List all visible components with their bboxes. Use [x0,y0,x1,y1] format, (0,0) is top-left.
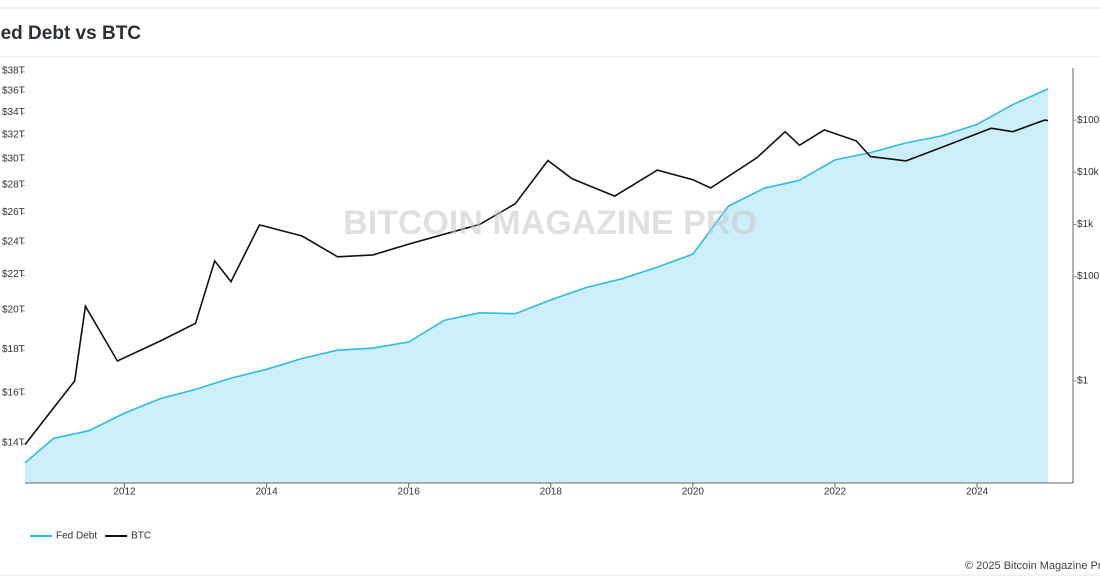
line [24,88,1049,464]
y-tick-label: $22T [2,269,25,280]
y-tick-label: $26T [2,207,25,218]
x-tick-label: 2016 [398,487,421,498]
chart-title: Fed Debt vs BTC [0,23,141,44]
footer: © 2025 Bitcoin Magazine Pro [965,560,1100,572]
y-tick-label: $18T [2,344,25,355]
y2-tick-label: $100 [1077,271,1100,282]
x-tick-label: 2018 [540,487,563,498]
watermark: BITCOIN MAGAZINE PRO [343,204,757,242]
y2-tick-label: $1 [1077,376,1089,387]
area [25,88,1049,484]
y-tick-label: $38T [2,66,25,77]
y-tick-label: $14T [2,437,25,448]
x-tick-label: 2022 [824,487,847,498]
y-tick-label: $20T [2,305,25,316]
line [24,119,1049,446]
y-tick-label: $16T [2,388,25,399]
legend-label: Fed Debt [56,531,97,542]
y2-tick-label: $100k [1077,115,1100,126]
y-tick-label: $24T [2,237,25,248]
y2-tick-label: $10k [1077,167,1100,178]
y-tick-label: $34T [2,107,25,118]
x-tick-label: 2020 [682,487,705,498]
y2-tick-label: $1k [1077,219,1094,230]
x-tick-label: 2024 [966,487,989,498]
y-tick-label: $32T [2,130,25,141]
x-tick-label: 2014 [255,487,278,498]
legend-label: BTC [131,531,151,542]
x-tick-label: 2012 [113,487,136,498]
y-tick-label: $28T [2,179,25,190]
y-tick-label: $36T [2,86,25,97]
y-tick-label: $30T [2,154,25,165]
